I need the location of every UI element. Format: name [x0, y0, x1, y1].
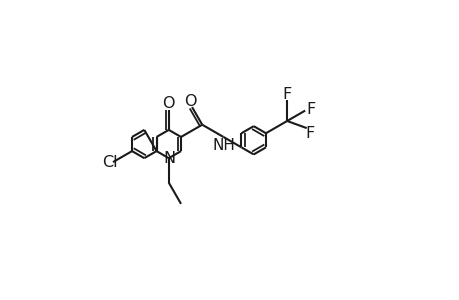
Text: O: O: [184, 94, 196, 109]
Text: F: F: [305, 102, 314, 117]
Text: O: O: [162, 95, 175, 110]
Text: F: F: [282, 87, 291, 102]
Text: F: F: [305, 126, 314, 141]
Text: Cl: Cl: [102, 154, 118, 169]
Text: NH: NH: [213, 138, 235, 153]
Text: N: N: [163, 151, 175, 166]
